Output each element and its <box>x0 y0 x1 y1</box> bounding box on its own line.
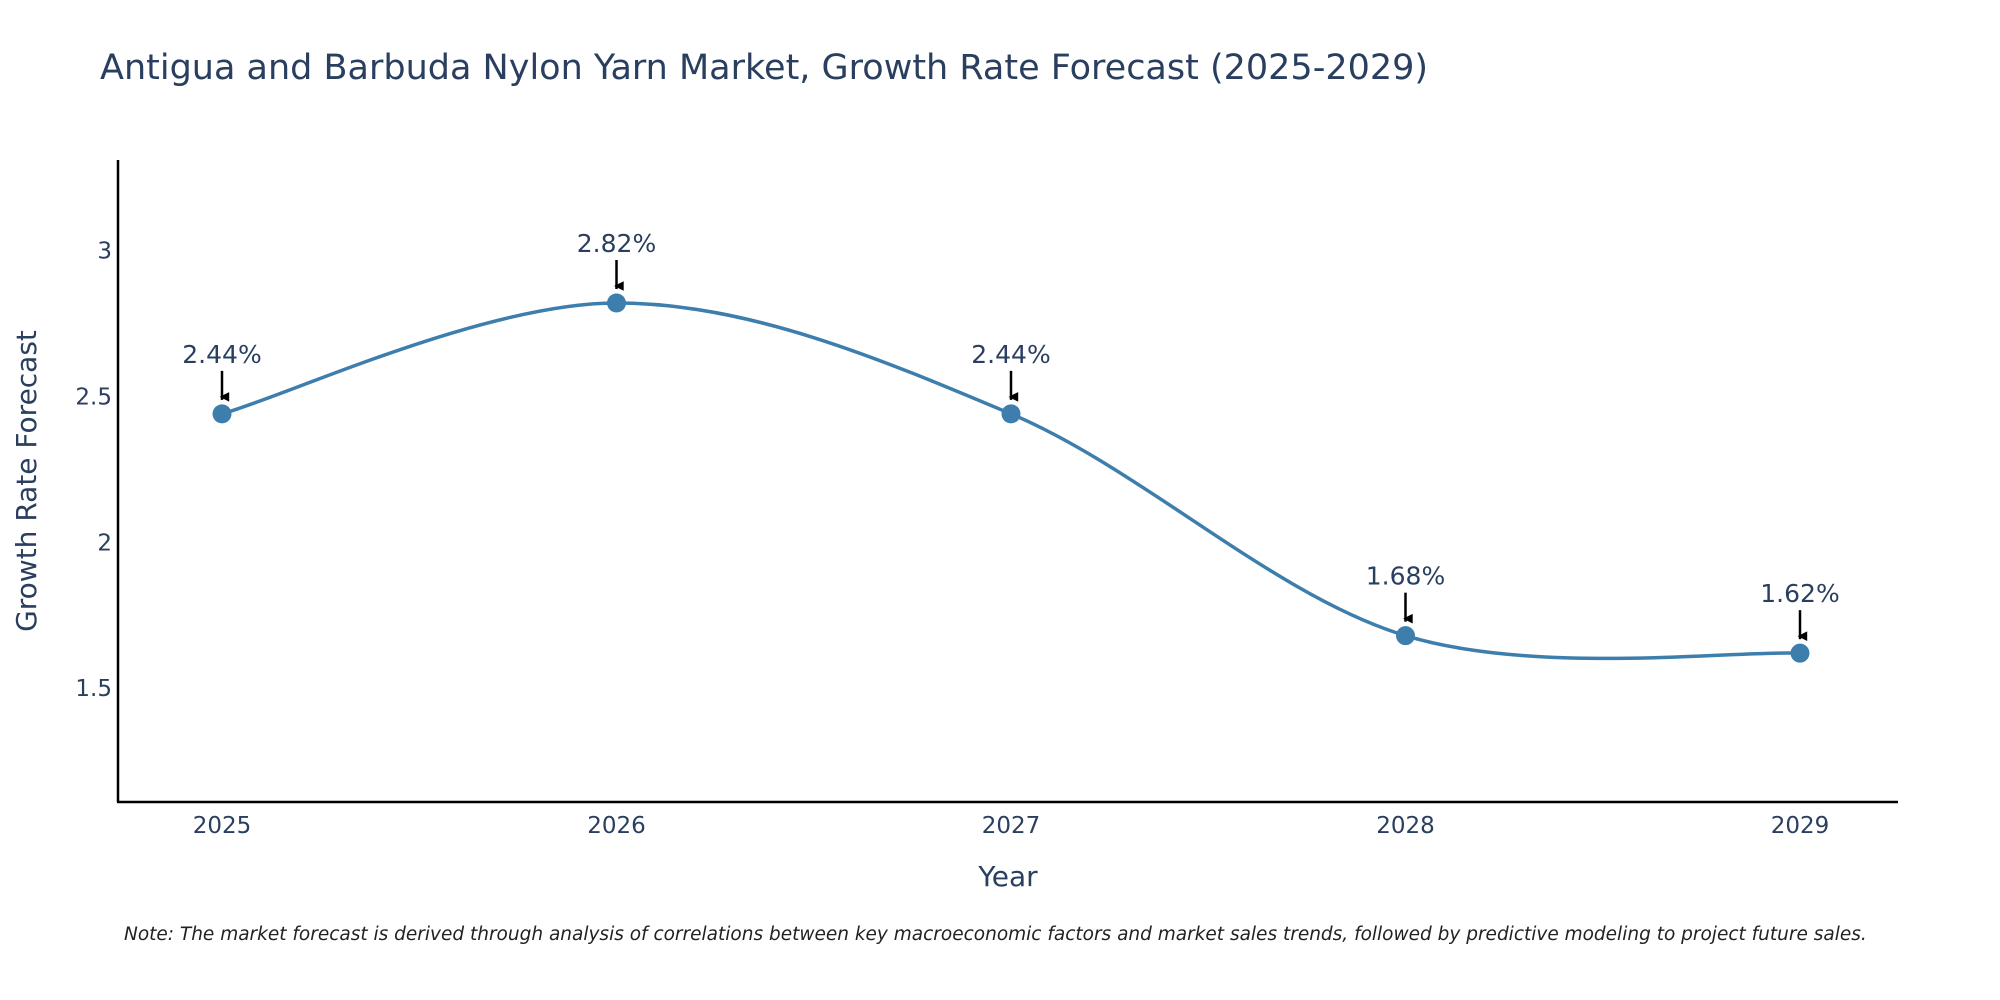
x-tick-label: 2027 <box>982 813 1041 839</box>
chart-title: Antigua and Barbuda Nylon Yarn Market, G… <box>100 48 1428 88</box>
y-tick-label: 2 <box>97 530 112 556</box>
data-point-2026 <box>607 293 626 313</box>
data-label-2028: 1.68% <box>1366 562 1445 591</box>
x-axis-title: Year <box>977 860 1038 893</box>
y-axis-title: Growth Rate Forecast <box>10 330 43 632</box>
data-point-2028 <box>1396 626 1415 646</box>
x-tick-label: 2026 <box>587 813 646 839</box>
footnote: Note: The market forecast is derived thr… <box>124 924 1867 945</box>
x-tick-label: 2025 <box>193 813 252 839</box>
data-point-2025 <box>212 404 232 424</box>
data-label-2029: 1.62% <box>1760 579 1839 608</box>
x-tick-label: 2028 <box>1376 813 1435 839</box>
y-tick-label: 1.5 <box>75 676 112 702</box>
data-label-2027: 2.44% <box>971 340 1050 369</box>
data-labels: 2.44% 2.82% 2.44% 1.68% 1.62% <box>182 229 1840 641</box>
data-label-2025: 2.44% <box>182 340 261 369</box>
data-points <box>212 293 1810 663</box>
x-tick-label: 2029 <box>1771 813 1830 839</box>
y-tick-label: 3 <box>97 238 112 264</box>
data-point-2029 <box>1790 643 1810 663</box>
y-tick-label: 2.5 <box>75 384 112 410</box>
y-axis-ticks: 1.5 2 2.5 3 <box>75 238 112 702</box>
x-axis-ticks: 2025 2026 2027 2028 2029 <box>193 813 1830 839</box>
data-point-2027 <box>1001 404 1021 424</box>
data-label-2026: 2.82% <box>577 229 656 258</box>
